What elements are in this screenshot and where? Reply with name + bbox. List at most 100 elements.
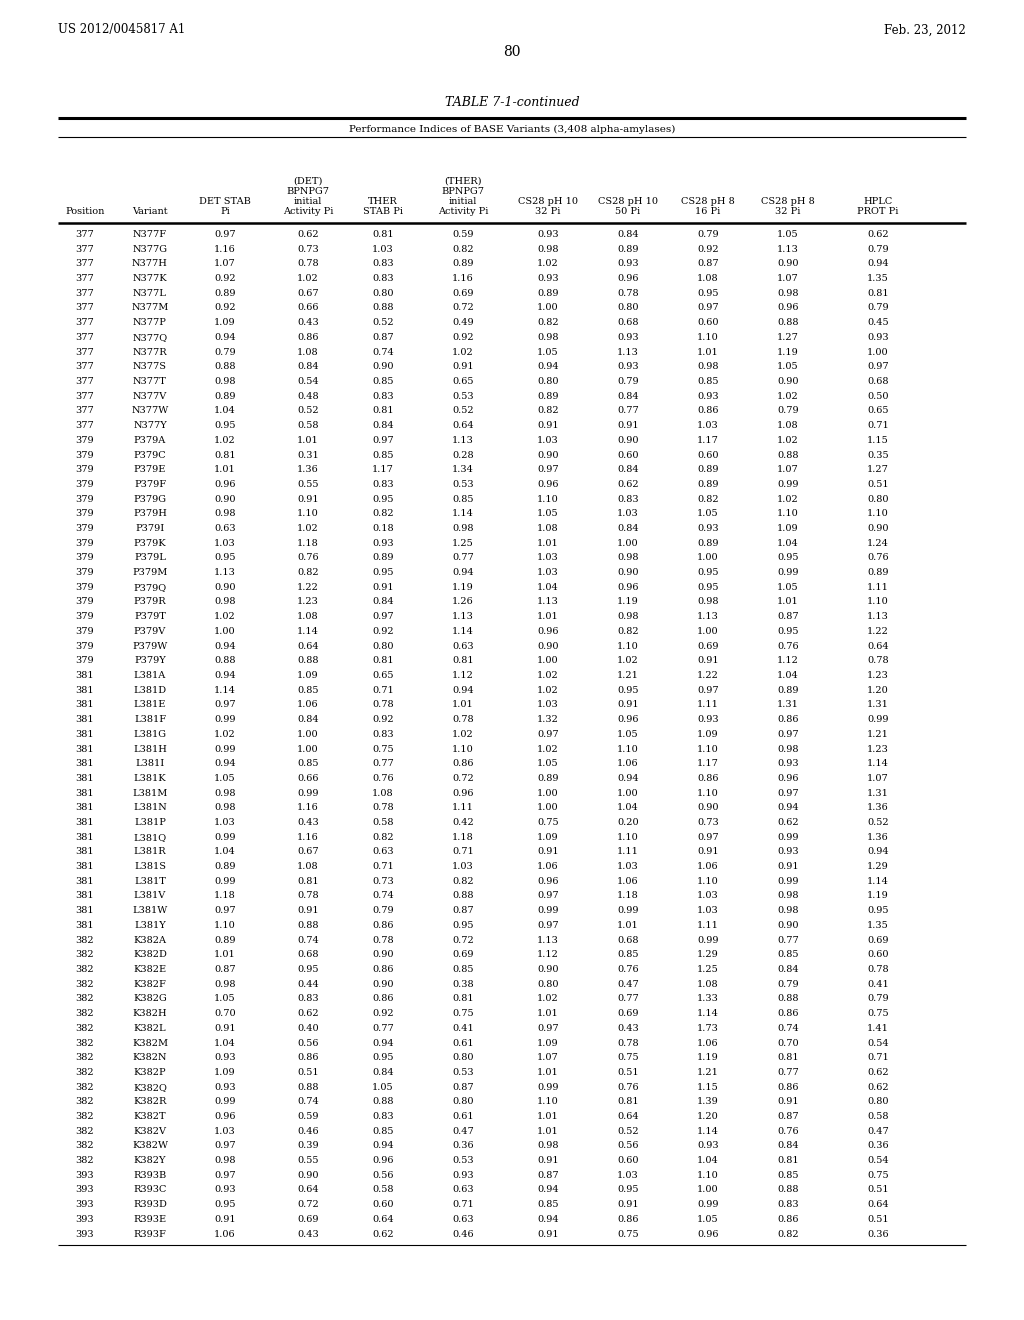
Text: 0.82: 0.82 bbox=[453, 244, 474, 253]
Text: 0.66: 0.66 bbox=[297, 304, 318, 313]
Text: 0.54: 0.54 bbox=[867, 1156, 889, 1166]
Text: 1.06: 1.06 bbox=[697, 1039, 719, 1048]
Text: 0.51: 0.51 bbox=[867, 1185, 889, 1195]
Text: 0.95: 0.95 bbox=[617, 685, 639, 694]
Text: 0.88: 0.88 bbox=[777, 450, 799, 459]
Text: 1.13: 1.13 bbox=[452, 612, 474, 622]
Text: K382L: K382L bbox=[134, 1024, 166, 1032]
Text: Variant: Variant bbox=[132, 207, 168, 216]
Text: 382: 382 bbox=[76, 936, 94, 945]
Text: 0.64: 0.64 bbox=[297, 1185, 318, 1195]
Text: 0.54: 0.54 bbox=[867, 1039, 889, 1048]
Text: 0.95: 0.95 bbox=[214, 1200, 236, 1209]
Text: 1.29: 1.29 bbox=[867, 862, 889, 871]
Text: 0.93: 0.93 bbox=[777, 759, 799, 768]
Text: 1.07: 1.07 bbox=[777, 275, 799, 282]
Text: 0.55: 0.55 bbox=[297, 1156, 318, 1166]
Text: 382: 382 bbox=[76, 1008, 94, 1018]
Text: 0.90: 0.90 bbox=[867, 524, 889, 533]
Text: 1.27: 1.27 bbox=[777, 333, 799, 342]
Text: 0.43: 0.43 bbox=[297, 818, 318, 828]
Text: 1.19: 1.19 bbox=[453, 583, 474, 591]
Text: 1.17: 1.17 bbox=[697, 759, 719, 768]
Text: 377: 377 bbox=[76, 407, 94, 416]
Text: 0.83: 0.83 bbox=[372, 1111, 394, 1121]
Text: 1.04: 1.04 bbox=[214, 1039, 236, 1048]
Text: 0.90: 0.90 bbox=[697, 804, 719, 812]
Text: 0.89: 0.89 bbox=[697, 480, 719, 488]
Text: 0.91: 0.91 bbox=[617, 701, 639, 709]
Text: 0.86: 0.86 bbox=[373, 965, 394, 974]
Text: K382M: K382M bbox=[132, 1039, 168, 1048]
Text: 1.01: 1.01 bbox=[297, 436, 318, 445]
Text: 1.27: 1.27 bbox=[867, 465, 889, 474]
Text: 377: 377 bbox=[76, 289, 94, 298]
Text: 1.08: 1.08 bbox=[697, 979, 719, 989]
Text: 1.02: 1.02 bbox=[777, 392, 799, 401]
Text: 0.60: 0.60 bbox=[697, 450, 719, 459]
Text: 0.99: 0.99 bbox=[777, 568, 799, 577]
Text: 1.16: 1.16 bbox=[453, 275, 474, 282]
Text: 1.10: 1.10 bbox=[214, 921, 236, 929]
Text: 0.99: 0.99 bbox=[538, 1082, 559, 1092]
Text: 1.13: 1.13 bbox=[617, 347, 639, 356]
Text: L381K: L381K bbox=[134, 774, 166, 783]
Text: 1.02: 1.02 bbox=[777, 495, 799, 504]
Text: 1.20: 1.20 bbox=[867, 685, 889, 694]
Text: 0.80: 0.80 bbox=[373, 642, 394, 651]
Text: 379: 379 bbox=[76, 627, 94, 636]
Text: 1.02: 1.02 bbox=[538, 260, 559, 268]
Text: K382R: K382R bbox=[133, 1097, 167, 1106]
Text: 1.18: 1.18 bbox=[297, 539, 318, 548]
Text: L381M: L381M bbox=[132, 788, 168, 797]
Text: 1.13: 1.13 bbox=[697, 612, 719, 622]
Text: 0.45: 0.45 bbox=[867, 318, 889, 327]
Text: P379Q: P379Q bbox=[133, 583, 167, 591]
Text: 0.97: 0.97 bbox=[372, 436, 394, 445]
Text: 0.98: 0.98 bbox=[617, 553, 639, 562]
Text: 0.91: 0.91 bbox=[297, 907, 318, 915]
Text: 1.03: 1.03 bbox=[538, 436, 559, 445]
Text: 382: 382 bbox=[76, 1082, 94, 1092]
Text: 382: 382 bbox=[76, 1127, 94, 1135]
Text: 0.92: 0.92 bbox=[372, 1008, 394, 1018]
Text: 0.97: 0.97 bbox=[214, 1142, 236, 1151]
Text: 0.95: 0.95 bbox=[697, 583, 719, 591]
Text: 0.85: 0.85 bbox=[297, 685, 318, 694]
Text: 0.82: 0.82 bbox=[538, 407, 559, 416]
Text: 382: 382 bbox=[76, 979, 94, 989]
Text: 0.96: 0.96 bbox=[777, 774, 799, 783]
Text: 1.10: 1.10 bbox=[617, 642, 639, 651]
Text: 1.35: 1.35 bbox=[867, 275, 889, 282]
Text: 0.74: 0.74 bbox=[372, 891, 394, 900]
Text: 0.89: 0.89 bbox=[538, 774, 559, 783]
Text: 0.90: 0.90 bbox=[373, 950, 394, 960]
Text: 1.32: 1.32 bbox=[537, 715, 559, 725]
Text: 0.88: 0.88 bbox=[297, 921, 318, 929]
Text: CS28 pH 10: CS28 pH 10 bbox=[518, 197, 578, 206]
Text: 377: 377 bbox=[76, 362, 94, 371]
Text: 0.35: 0.35 bbox=[867, 450, 889, 459]
Text: 0.36: 0.36 bbox=[453, 1142, 474, 1151]
Text: K382G: K382G bbox=[133, 994, 167, 1003]
Text: 1.14: 1.14 bbox=[297, 627, 318, 636]
Text: 1.07: 1.07 bbox=[214, 260, 236, 268]
Text: 0.94: 0.94 bbox=[214, 671, 236, 680]
Text: 0.53: 0.53 bbox=[453, 1156, 474, 1166]
Text: 1.31: 1.31 bbox=[867, 701, 889, 709]
Text: 1.03: 1.03 bbox=[214, 1127, 236, 1135]
Text: 32 Pi: 32 Pi bbox=[536, 207, 561, 216]
Text: 1.06: 1.06 bbox=[617, 876, 639, 886]
Text: 0.94: 0.94 bbox=[538, 1185, 559, 1195]
Text: 1.09: 1.09 bbox=[697, 730, 719, 739]
Text: 0.87: 0.87 bbox=[697, 260, 719, 268]
Text: 0.71: 0.71 bbox=[372, 862, 394, 871]
Text: 0.92: 0.92 bbox=[697, 244, 719, 253]
Text: L381T: L381T bbox=[134, 876, 166, 886]
Text: 0.86: 0.86 bbox=[373, 994, 394, 1003]
Text: 1.09: 1.09 bbox=[777, 524, 799, 533]
Text: 0.51: 0.51 bbox=[617, 1068, 639, 1077]
Text: 1.01: 1.01 bbox=[538, 1111, 559, 1121]
Text: 1.02: 1.02 bbox=[297, 524, 318, 533]
Text: 1.21: 1.21 bbox=[867, 730, 889, 739]
